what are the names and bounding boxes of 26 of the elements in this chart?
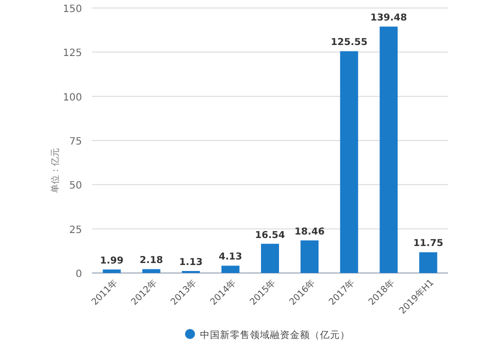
y-tick-label: 50: [69, 180, 82, 192]
y-tick-label: 125: [62, 48, 82, 60]
y-axis-title: 单位：亿元: [50, 148, 61, 193]
bar: [300, 240, 319, 273]
data-label: 11.75: [413, 238, 444, 250]
legend-label: 中国新零售领域融资金额（亿元）: [200, 329, 350, 341]
y-tick-label: 0: [76, 269, 82, 280]
bar: [142, 269, 160, 273]
bar: [340, 51, 358, 273]
bar: [261, 244, 279, 273]
bar: [221, 266, 240, 273]
bar: [102, 269, 121, 273]
data-label: 16.54: [254, 230, 286, 241]
y-tick-label: 100: [62, 92, 82, 104]
bar: [419, 252, 438, 273]
y-tick-label: 75: [69, 136, 82, 148]
data-label: 1.13: [179, 257, 203, 268]
data-label: 1.99: [100, 255, 124, 266]
data-label: 4.13: [218, 252, 242, 263]
data-label: 139.48: [370, 12, 408, 24]
data-label: 125.55: [330, 37, 368, 48]
y-tick-label: 25: [69, 224, 82, 236]
y-tick-label: 150: [62, 4, 82, 15]
data-label: 2.18: [140, 255, 164, 266]
bar: [380, 26, 398, 273]
data-label: 18.46: [294, 226, 325, 238]
